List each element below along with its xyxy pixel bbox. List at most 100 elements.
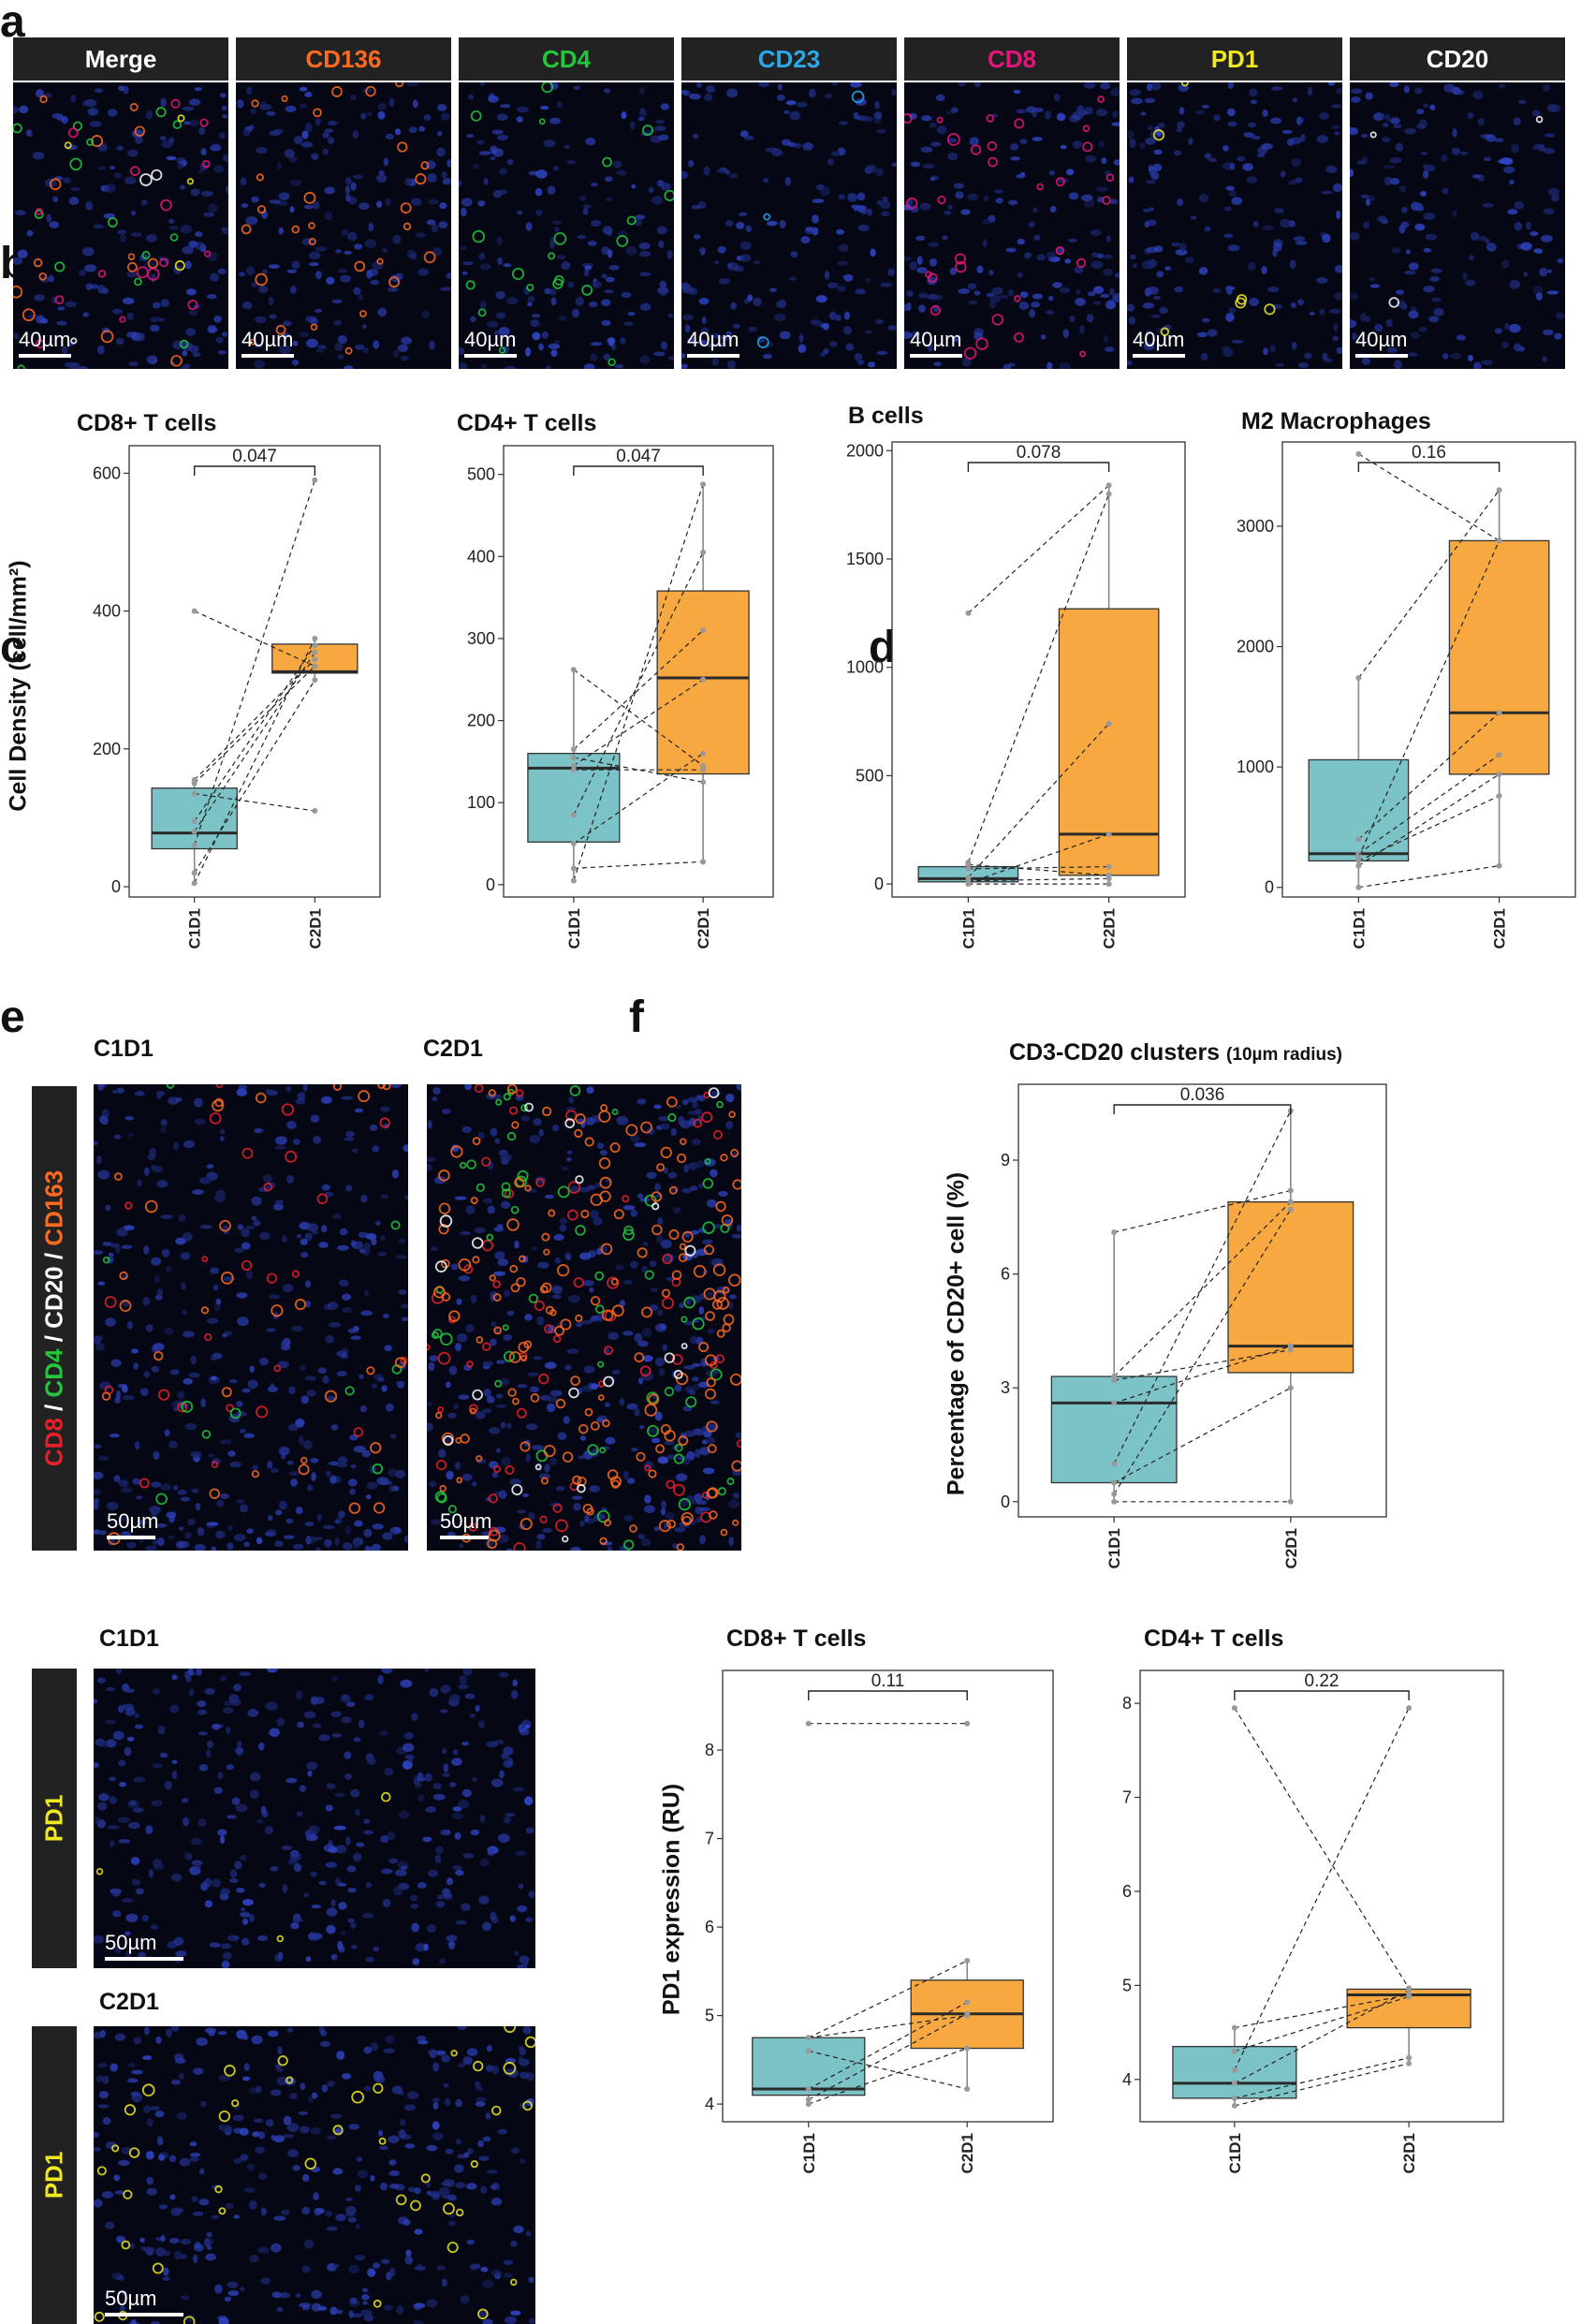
data-point <box>1355 862 1362 869</box>
panel-a-letter: a <box>0 0 25 47</box>
paired-line <box>1113 1346 1292 1404</box>
x-tick-label: C1D1 <box>1350 908 1368 949</box>
data-point <box>805 2096 812 2103</box>
chart-title-text: CD3-CD20 clusters <box>1009 1039 1221 1066</box>
y-tick-label: 5 <box>705 2007 714 2025</box>
channel-header-cd8: CD8 <box>904 37 1120 81</box>
data-point <box>1287 1187 1294 1194</box>
paired-line <box>808 2014 968 2038</box>
data-point <box>1355 854 1362 860</box>
data-point <box>570 812 577 818</box>
panel-e-label-c2d1: C2D1 <box>99 1989 159 2015</box>
y-tick-label: 9 <box>1001 1151 1010 1169</box>
channel-label: CD20 <box>1426 45 1489 73</box>
data-point <box>700 627 707 634</box>
data-point <box>1105 720 1112 727</box>
data-point <box>1105 872 1112 878</box>
y-tick-label: 100 <box>467 793 495 812</box>
micrograph-c-c2d1: 50µm <box>427 1084 741 1551</box>
data-point <box>570 746 577 753</box>
data-point <box>1496 771 1502 777</box>
channel-header-cd136: CD136 <box>236 37 451 81</box>
panel-e-label-c1d1: C1D1 <box>99 1625 159 1652</box>
channel-header-cd23: CD23 <box>681 37 897 81</box>
box <box>1308 758 1410 862</box>
data-point <box>191 829 198 835</box>
data-point <box>312 649 318 655</box>
data-point <box>805 2101 812 2108</box>
y-tick-label: 200 <box>467 712 495 730</box>
data-point <box>1231 2067 1237 2073</box>
scale-bar <box>464 354 517 358</box>
data-point <box>700 750 707 757</box>
paired-line <box>1358 864 1500 889</box>
y-tick-label: 6 <box>1001 1265 1010 1284</box>
box <box>1050 1375 1178 1484</box>
x-tick-label: C2D1 <box>1491 908 1509 949</box>
y-tick-label: 1000 <box>1237 758 1274 776</box>
data-point <box>964 1720 971 1727</box>
channel-label: Merge <box>84 45 157 73</box>
paired-line <box>194 679 315 874</box>
micrograph-cd136: 40µm <box>236 82 451 369</box>
p-value-label: 0.11 <box>871 1671 905 1691</box>
paired-line <box>808 1960 968 2038</box>
y-tick-label: 3000 <box>1237 517 1274 536</box>
scale-bar <box>242 354 294 358</box>
chart-title-b4: M2 Macrophages <box>1241 408 1431 434</box>
significance-bracket <box>1357 462 1500 472</box>
y-tick-label: 0 <box>1265 878 1274 897</box>
data-point <box>964 1957 971 1964</box>
data-point <box>1231 2095 1237 2101</box>
data-point <box>570 865 577 872</box>
data-point <box>191 776 198 783</box>
data-point <box>700 779 707 786</box>
channel-label: CD136 <box>305 45 382 73</box>
p-value-label: 0.078 <box>1017 443 1061 463</box>
paired-line <box>194 479 315 846</box>
marker-0: CD8 <box>39 1418 68 1467</box>
scale-label: 40µm <box>910 328 962 351</box>
chart-subtitle: (10µm radius) <box>1226 1045 1342 1065</box>
significance-bracket <box>1234 1690 1410 1700</box>
paired-line <box>573 629 704 750</box>
paired-line <box>573 753 704 845</box>
chart-title-d: CD3-CD20 clusters (10µm radius) <box>1009 1039 1342 1066</box>
scale-label: 40µm <box>1355 328 1408 351</box>
y-tick-label: 600 <box>93 463 121 482</box>
data-point <box>964 2012 971 2019</box>
paired-line <box>194 666 315 785</box>
scale-bar <box>19 354 71 358</box>
data-point <box>1406 2060 1413 2067</box>
data-point <box>700 859 707 865</box>
paired-line <box>573 757 704 783</box>
micrograph-c-c1d1: 50µm <box>94 1084 408 1551</box>
paired-line <box>1357 712 1500 840</box>
box <box>1448 539 1550 775</box>
y-tick-label: 0 <box>1001 1493 1010 1511</box>
scale-label: 50µm <box>105 1931 157 1954</box>
data-point <box>1496 710 1502 716</box>
paired-line <box>573 669 704 767</box>
paired-line <box>968 863 1109 876</box>
data-point <box>964 2045 971 2052</box>
data-point <box>1111 1479 1118 1486</box>
scale-label: 40µm <box>464 328 517 351</box>
y-tick-label: 1000 <box>846 658 884 677</box>
p-value-label: 0.22 <box>1305 1671 1339 1691</box>
x-tick-label: C1D1 <box>565 908 583 949</box>
significance-bracket <box>193 465 316 476</box>
data-point <box>1111 1377 1118 1384</box>
data-point <box>1406 2054 1413 2061</box>
data-point <box>191 842 198 848</box>
channel-header-merge: Merge <box>13 37 228 81</box>
y-tick-label: 1500 <box>846 550 884 568</box>
paired-line <box>1357 490 1500 679</box>
y-tick-label: 5 <box>1122 1976 1132 1994</box>
paired-line <box>1234 1707 1410 1989</box>
data-point <box>1355 836 1362 843</box>
scale-label: 50µm <box>105 2287 157 2310</box>
paired-line <box>1358 773 1500 867</box>
channel-header-cd4: CD4 <box>459 37 674 81</box>
data-point <box>1105 881 1112 888</box>
